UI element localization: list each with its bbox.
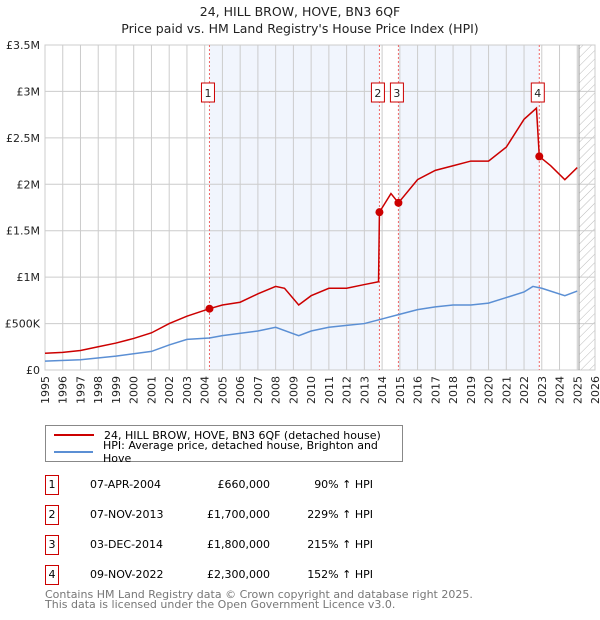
legend-swatch-property bbox=[54, 434, 94, 436]
sale-point bbox=[205, 304, 214, 313]
sale-label: 2 bbox=[374, 87, 381, 100]
x-tick-label: 2001 bbox=[145, 376, 158, 404]
x-tick-label: 2021 bbox=[500, 376, 513, 404]
hpi-line bbox=[44, 285, 578, 362]
sale-date: 09-NOV-2022 bbox=[90, 568, 164, 581]
chart-title: 24, HILL BROW, HOVE, BN3 6QF bbox=[199, 4, 401, 19]
sale-date: 07-APR-2004 bbox=[90, 478, 162, 491]
sale-label-box bbox=[530, 82, 545, 103]
x-tick-label: 2002 bbox=[163, 376, 176, 404]
x-tick-label: 2012 bbox=[341, 376, 354, 404]
sale-row: 4 09-NOV-2022 £2,300,000 152% ↑ HPI bbox=[45, 565, 405, 585]
sale-date: 07-NOV-2013 bbox=[90, 508, 164, 521]
sale-price: £2,300,000 bbox=[207, 568, 270, 581]
footer-line-2: This data is licensed under the Open Gov… bbox=[45, 598, 396, 611]
legend-label-hpi: HPI: Average price, detached house, Brig… bbox=[103, 439, 378, 465]
y-tick-label: £3M bbox=[17, 85, 41, 98]
x-tick-label: 1995 bbox=[39, 376, 52, 404]
y-tick-label: £500K bbox=[5, 318, 41, 331]
x-tick-label: 2023 bbox=[536, 376, 549, 404]
footer: Contains HM Land Registry data © Crown c… bbox=[45, 588, 473, 611]
x-tick-label: 1996 bbox=[57, 376, 70, 404]
x-tick-label: 2000 bbox=[128, 376, 141, 404]
sale-date: 03-DEC-2014 bbox=[90, 538, 164, 551]
x-tick-label: 2007 bbox=[252, 376, 265, 404]
x-tick-label: 2024 bbox=[554, 376, 567, 404]
forecast-hatch bbox=[579, 45, 595, 370]
sale-row: 3 03-DEC-2014 £1,800,000 215% ↑ HPI bbox=[45, 535, 405, 555]
y-tick-label: £0 bbox=[26, 364, 40, 377]
x-tick-label: 2005 bbox=[216, 376, 229, 404]
x-tick-label: 2018 bbox=[447, 376, 460, 404]
x-tick-label: 2006 bbox=[234, 376, 247, 404]
x-tick-label: 2019 bbox=[465, 376, 478, 404]
sale-point bbox=[535, 152, 544, 161]
x-tick-label: 2026 bbox=[589, 376, 600, 404]
sale-hpi: 152% ↑ HPI bbox=[307, 568, 373, 581]
x-tick-label: 2015 bbox=[394, 376, 407, 404]
x-tick-label: 1999 bbox=[110, 376, 123, 404]
shaded-range bbox=[209, 45, 380, 370]
sale-number: 2 bbox=[45, 505, 59, 525]
sale-row: 1 07-APR-2004 £660,000 90% ↑ HPI bbox=[45, 475, 405, 495]
sale-label: 3 bbox=[393, 87, 400, 100]
x-tick-label: 2011 bbox=[323, 376, 336, 404]
sale-number: 1 bbox=[45, 475, 59, 495]
chart-subtitle: Price paid vs. HM Land Registry's House … bbox=[121, 21, 479, 36]
sale-price: £1,700,000 bbox=[207, 508, 270, 521]
x-tick-label: 2010 bbox=[305, 376, 318, 404]
sale-label-box bbox=[389, 82, 404, 103]
x-tick-label: 2020 bbox=[483, 376, 496, 404]
property-line bbox=[44, 106, 578, 355]
sale-hpi: 215% ↑ HPI bbox=[307, 538, 373, 551]
sale-number: 4 bbox=[45, 565, 59, 585]
x-tick-label: 1998 bbox=[92, 376, 105, 404]
sale-label-box bbox=[200, 82, 215, 103]
x-tick-label: 2013 bbox=[358, 376, 371, 404]
legend-swatch-hpi bbox=[54, 451, 93, 453]
sale-label-box bbox=[370, 82, 385, 103]
x-tick-label: 2009 bbox=[287, 376, 300, 404]
sale-price: £1,800,000 bbox=[207, 538, 270, 551]
sale-hpi: 90% ↑ HPI bbox=[314, 478, 373, 491]
y-tick-label: £3.5M bbox=[6, 39, 40, 52]
sale-point bbox=[394, 198, 403, 207]
sale-hpi: 229% ↑ HPI bbox=[307, 508, 373, 521]
x-tick-label: 2017 bbox=[429, 376, 442, 404]
sale-point bbox=[375, 208, 384, 217]
y-tick-label: £1.5M bbox=[6, 225, 40, 238]
legend: 24, HILL BROW, HOVE, BN3 6QF (detached h… bbox=[45, 425, 403, 465]
x-tick-label: 2022 bbox=[518, 376, 531, 404]
y-tick-label: £2M bbox=[17, 178, 41, 191]
x-tick-label: 2008 bbox=[270, 376, 283, 404]
plot-area: 1995 1996 1997 1998 1999 2000 2001 2002 2003 2004… bbox=[5, 39, 600, 404]
sale-price: £660,000 bbox=[217, 478, 271, 491]
sale-label: 4 bbox=[534, 87, 541, 100]
x-tick-label: 2014 bbox=[376, 376, 389, 404]
y-tick-label: £1M bbox=[17, 271, 41, 284]
legend-label-property: 24, HILL BROW, HOVE, BN3 6QF (detached h… bbox=[104, 428, 381, 442]
x-tick-label: 2025 bbox=[571, 376, 584, 404]
x-tick-label: 2016 bbox=[412, 376, 425, 404]
sale-number: 3 bbox=[45, 535, 59, 555]
x-tick-label: 1997 bbox=[74, 376, 87, 404]
shaded-range bbox=[398, 45, 540, 370]
y-tick-label: £2.5M bbox=[6, 132, 40, 145]
x-tick-label: 2004 bbox=[199, 376, 212, 404]
x-tick-label: 2003 bbox=[181, 376, 194, 404]
sale-row: 2 07-NOV-2013 £1,700,000 229% ↑ HPI bbox=[45, 505, 405, 525]
plot-border bbox=[44, 44, 596, 371]
sale-label: 1 bbox=[204, 87, 211, 100]
footer-line-1: Contains HM Land Registry data © Crown c… bbox=[45, 588, 473, 601]
